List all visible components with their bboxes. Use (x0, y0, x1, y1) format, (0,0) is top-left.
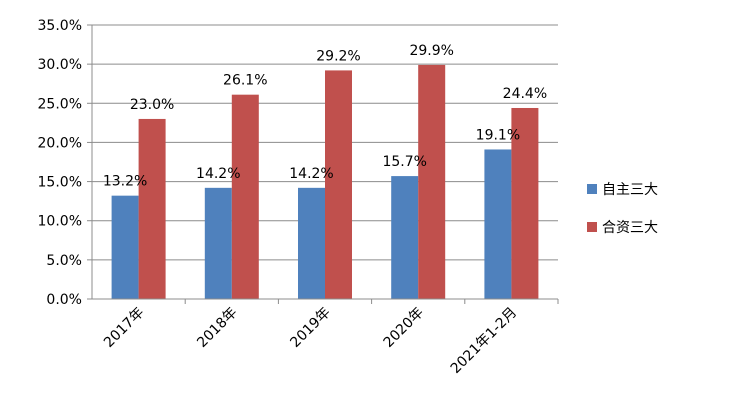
data-label-series1-3: 15.7% (382, 154, 426, 170)
y-tick-label: 15.0% (38, 175, 82, 191)
x-tick-label: 2019年 (287, 305, 333, 351)
y-tick-label: 30.0% (38, 57, 82, 73)
bar-series2-0 (138, 118, 166, 299)
bar-series2-3 (418, 64, 446, 299)
x-tick-label: 2020年 (381, 305, 427, 351)
y-tick-label: 25.0% (38, 96, 82, 112)
y-tick-label: 10.0% (38, 214, 82, 230)
data-label-series1-4: 19.1% (476, 127, 520, 143)
bar-series1-4 (484, 149, 512, 299)
legend-label: 合资三大 (602, 220, 658, 236)
legend-swatch (587, 184, 597, 194)
axes (91, 25, 558, 300)
y-axis-ticks: 0.0% 5.0% 10.0% 15.0% 20.0% 25.0% 30.0% 35.0% (38, 18, 92, 308)
bar-series2-2 (325, 70, 352, 299)
bar-series1-2 (298, 187, 325, 299)
data-label-series1-1: 14.2% (196, 166, 240, 182)
bar-series1-0 (111, 195, 139, 299)
x-tick-label: 2021年1-2月 (448, 305, 520, 377)
legend-label: 自主三大 (602, 182, 658, 198)
bar-series2-1 (231, 94, 259, 299)
x-tick-label: 2017年 (101, 305, 147, 351)
bar-series1-1 (204, 187, 232, 299)
data-labels: 13.2% 23.0% 14.2% 26.1% 14.2% 29.2% 15.7% 29.9%… (103, 43, 547, 190)
x-tick-label: 2018年 (194, 305, 240, 351)
legend-swatch (587, 222, 597, 232)
bar-series1-3 (391, 176, 419, 299)
y-tick-label: 5.0% (46, 253, 82, 269)
bars (111, 64, 539, 300)
data-label-series1-2: 14.2% (289, 166, 333, 182)
y-tick-label: 0.0% (46, 292, 82, 308)
data-label-series2-4: 24.4% (503, 86, 547, 102)
y-tick-label: 35.0% (38, 18, 82, 34)
data-label-series2-2: 29.2% (316, 48, 360, 64)
bar-series2-4 (511, 107, 539, 300)
x-axis-ticks: 2017年 2018年 2019年 2020年 2021年1-2月 (101, 299, 559, 377)
data-label-series1-0: 13.2% (103, 174, 147, 190)
data-label-series2-1: 26.1% (223, 73, 267, 89)
data-label-series2-0: 23.0% (130, 97, 174, 113)
data-label-series2-3: 29.9% (409, 43, 453, 59)
y-tick-label: 20.0% (38, 135, 82, 151)
